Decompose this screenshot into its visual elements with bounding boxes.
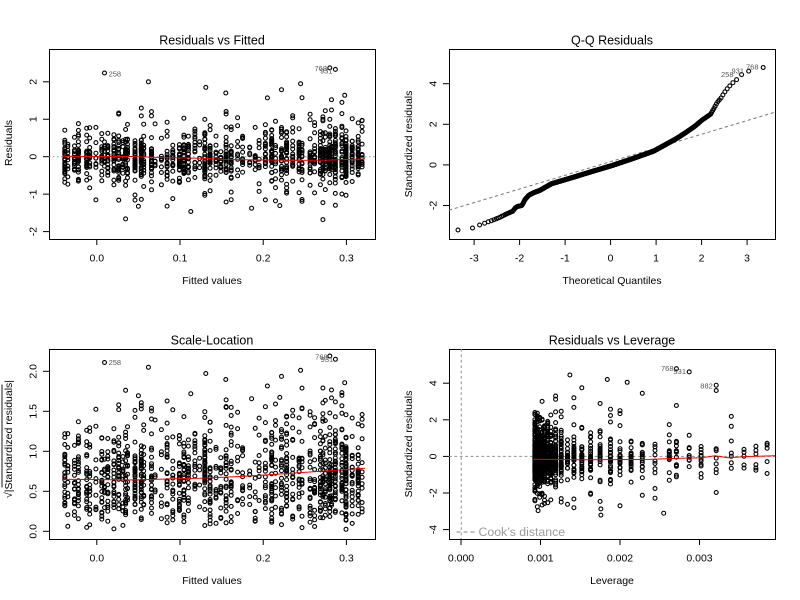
svg-text:-2: -2	[428, 201, 440, 210]
svg-text:-2: -2	[428, 488, 440, 497]
svg-text:2: 2	[699, 253, 705, 265]
svg-text:2: 2	[428, 417, 440, 423]
svg-text:0.0: 0.0	[89, 253, 104, 265]
svg-text:Residuals: Residuals	[3, 120, 15, 166]
svg-text:0.002: 0.002	[607, 553, 633, 565]
svg-text:-2: -2	[515, 253, 524, 265]
svg-text:931: 931	[320, 66, 333, 75]
svg-text:1: 1	[653, 253, 659, 265]
svg-text:931: 931	[673, 367, 686, 376]
svg-text:1.0: 1.0	[28, 444, 40, 459]
svg-text:0: 0	[608, 253, 614, 265]
svg-text:2: 2	[428, 121, 440, 127]
svg-text:0.0: 0.0	[89, 553, 104, 565]
svg-text:0.1: 0.1	[173, 553, 188, 565]
svg-text:1.5: 1.5	[28, 404, 40, 419]
svg-text:Theoretical Quantiles: Theoretical Quantiles	[562, 275, 661, 287]
svg-text:-2: -2	[28, 227, 40, 236]
svg-text:258: 258	[109, 69, 122, 78]
svg-text:0: 0	[428, 453, 440, 459]
svg-text:Standardized residuals: Standardized residuals	[403, 91, 415, 198]
svg-text:0: 0	[428, 162, 440, 168]
svg-text:768: 768	[746, 62, 759, 71]
svg-text:-1: -1	[28, 189, 40, 198]
svg-text:0.000: 0.000	[448, 553, 474, 565]
svg-text:-1: -1	[560, 253, 569, 265]
svg-text:931: 931	[321, 355, 334, 364]
svg-text:4: 4	[428, 81, 440, 87]
svg-text:-4: -4	[428, 525, 440, 534]
svg-text:-3: -3	[469, 253, 478, 265]
svg-text:258: 258	[721, 70, 734, 79]
svg-text:0.003: 0.003	[686, 553, 712, 565]
svg-text:2: 2	[28, 79, 40, 85]
svg-text:768: 768	[661, 364, 674, 373]
svg-text:1: 1	[28, 116, 40, 122]
svg-text:258: 258	[109, 358, 122, 367]
svg-text:Residuals vs Fitted: Residuals vs Fitted	[159, 34, 265, 48]
svg-text:Fitted values: Fitted values	[182, 575, 242, 587]
svg-text:Leverage: Leverage	[590, 575, 634, 587]
svg-text:0.001: 0.001	[527, 553, 553, 565]
svg-text:3: 3	[744, 253, 750, 265]
svg-text:√|Standardized residuals|: √|Standardized residuals|	[3, 380, 15, 498]
svg-text:2.0: 2.0	[28, 364, 40, 379]
svg-text:0: 0	[28, 154, 40, 160]
svg-text:Q-Q Residuals: Q-Q Residuals	[571, 34, 653, 48]
svg-text:0.3: 0.3	[339, 253, 354, 265]
svg-text:Residuals vs Leverage: Residuals vs Leverage	[549, 334, 676, 348]
svg-text:Standardized residuals: Standardized residuals	[403, 391, 415, 498]
svg-text:768: 768	[314, 64, 327, 73]
svg-text:882: 882	[700, 382, 713, 391]
svg-text:4: 4	[428, 380, 440, 386]
svg-text:0.2: 0.2	[256, 253, 271, 265]
svg-text:Fitted values: Fitted values	[182, 275, 242, 287]
svg-text:931: 931	[731, 66, 744, 75]
svg-text:0.2: 0.2	[256, 553, 271, 565]
svg-text:0.5: 0.5	[28, 484, 40, 499]
svg-text:768: 768	[315, 352, 328, 361]
svg-text:0.3: 0.3	[339, 553, 354, 565]
svg-text:Scale-Location: Scale-Location	[171, 334, 254, 348]
svg-text:0.0: 0.0	[28, 524, 40, 539]
svg-text:0.1: 0.1	[173, 253, 188, 265]
svg-text:Cook’s distance: Cook’s distance	[479, 525, 566, 539]
